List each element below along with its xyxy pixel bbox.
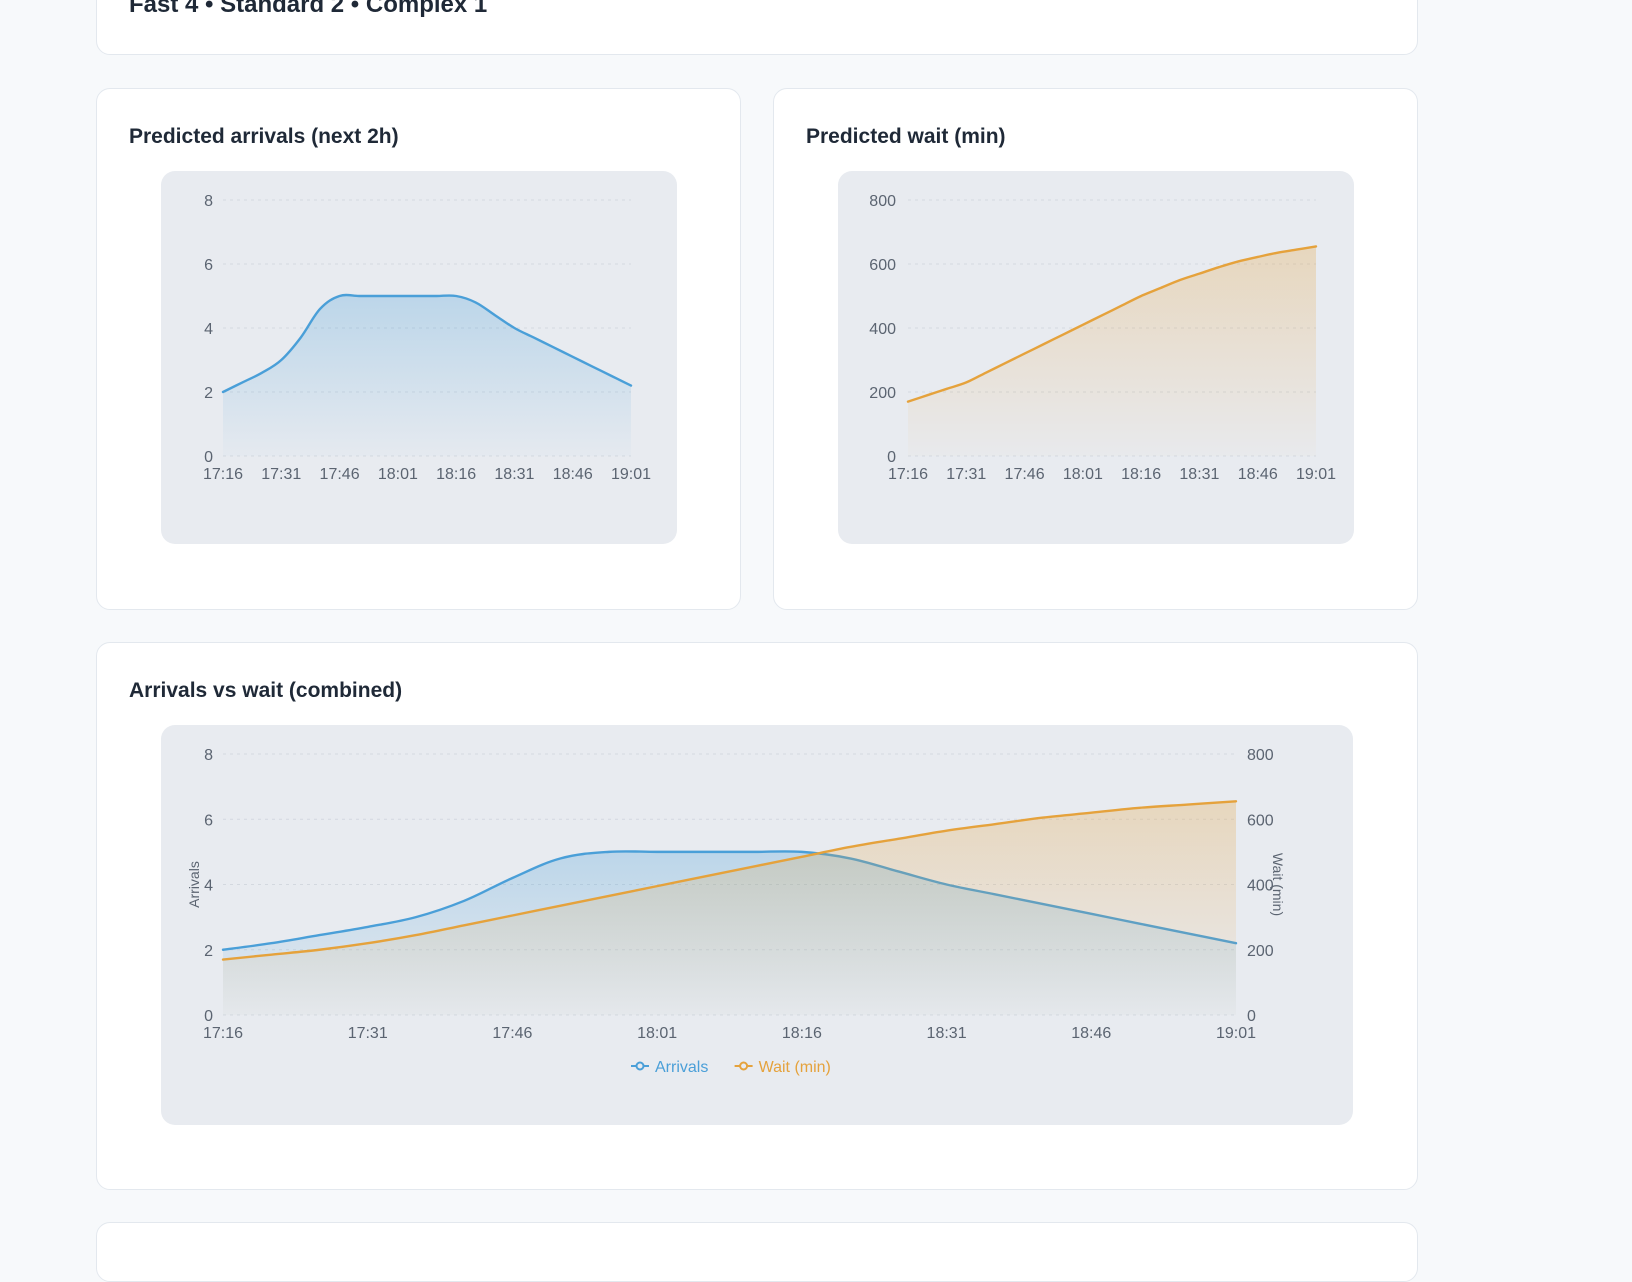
x-tick-label: 18:16 (1121, 466, 1161, 483)
x-tick-label: 18:46 (1238, 466, 1278, 483)
series-area-wait (908, 246, 1316, 456)
x-tick-label: 19:01 (1216, 1025, 1256, 1042)
y-tick-label: 200 (869, 385, 896, 402)
y2-tick-label: 600 (1247, 812, 1274, 829)
series-line-wait (906, 245, 1318, 403)
y-tick-label: 6 (204, 812, 213, 829)
x-tick-label: 17:46 (1005, 466, 1045, 483)
x-tick-label: 17:46 (320, 466, 360, 483)
x-tick-label: 17:16 (888, 466, 928, 483)
x-tick-label: 17:31 (946, 466, 986, 483)
series-line-arrivals (221, 293, 633, 394)
x-tick-label: 17:16 (203, 1025, 243, 1042)
wait-chart-title: Predicted wait (min) (806, 125, 1006, 148)
x-tick-label: 18:16 (782, 1025, 822, 1042)
y-tick-label: 0 (887, 449, 896, 466)
x-tick-label: 17:46 (492, 1025, 532, 1042)
arrivals-chart-card: Predicted arrivals (next 2h) 0 2 4 6 8 17:16 1… (96, 88, 741, 610)
queue-mix-summary: Fast 4 • Standard 2 • Complex 1 (129, 0, 488, 18)
x-tick-label: 18:31 (1179, 466, 1219, 483)
x-tick-label: 18:46 (1071, 1025, 1111, 1042)
next-card (96, 1222, 1418, 1282)
combined-chart-card: Arrivals vs wait (combined) 0 2 4 6 8 0 200 400… (96, 642, 1418, 1190)
y2-tick-label: 0 (1247, 1008, 1256, 1025)
y-tick-label: 6 (204, 257, 213, 274)
y-tick-label: 4 (204, 321, 213, 338)
summary-card: Fast 4 • Standard 2 • Complex 1 (96, 0, 1418, 55)
y-tick-label: 2 (204, 943, 213, 960)
combined-chart: 0 2 4 6 8 0 200 400 600 800 17:16 17:31 17:46 18:01 18… (186, 747, 1286, 1076)
arrivals-chart: 0 2 4 6 8 17:16 17:31 17:46 18:01 18:16 18:31 18:46… (203, 193, 651, 483)
series-area-wait-min (223, 801, 1236, 1015)
series-area-arrivals (223, 294, 631, 456)
wait-chart-card: Predicted wait (min) 0 200 400 600 800 17:16 1… (773, 88, 1418, 610)
y2-tick-label: 200 (1247, 943, 1274, 960)
y2-tick-label: 800 (1247, 747, 1274, 764)
arrivals-chart-panel: 0 2 4 6 8 17:16 17:31 17:46 18:01 18:16 18:31 18:46… (161, 171, 677, 544)
legend-label: Arrivals (655, 1059, 708, 1076)
y-tick-label: 0 (204, 1008, 213, 1025)
y-tick-label: 400 (869, 321, 896, 338)
wait-chart: 0 200 400 600 800 17:16 17:31 17:46 18:01 18:16 18… (869, 193, 1336, 483)
y-tick-label: 4 (204, 878, 213, 895)
y-tick-label: 8 (204, 747, 213, 764)
x-tick-label: 18:31 (494, 466, 534, 483)
y2-axis-title: Wait (min) (1270, 853, 1286, 916)
legend-label: Wait (min) (759, 1059, 831, 1076)
legend-item-wait-min[interactable]: Wait (min) (734, 1059, 831, 1076)
x-tick-label: 18:31 (927, 1025, 967, 1042)
y-tick-label: 8 (204, 193, 213, 210)
y-tick-label: 800 (869, 193, 896, 210)
y-tick-label: 0 (204, 449, 213, 466)
x-tick-label: 17:31 (261, 466, 301, 483)
x-tick-label: 19:01 (1296, 466, 1336, 483)
y2-tick-label: 400 (1247, 878, 1274, 895)
wait-chart-panel: 0 200 400 600 800 17:16 17:31 17:46 18:01 18:16 18… (838, 171, 1354, 544)
x-tick-label: 18:01 (1063, 466, 1103, 483)
x-tick-label: 18:46 (553, 466, 593, 483)
series-line-wait-min (221, 800, 1238, 961)
y-tick-label: 600 (869, 257, 896, 274)
x-tick-label: 18:16 (436, 466, 476, 483)
x-tick-label: 19:01 (611, 466, 651, 483)
x-tick-label: 18:01 (637, 1025, 677, 1042)
legend-item-arrivals[interactable]: Arrivals (631, 1059, 708, 1076)
x-tick-label: 17:31 (348, 1025, 388, 1042)
y-axis-title: Arrivals (186, 861, 202, 908)
arrivals-chart-title: Predicted arrivals (next 2h) (129, 125, 399, 148)
y-tick-label: 2 (204, 385, 213, 402)
combined-chart-panel: 0 2 4 6 8 0 200 400 600 800 17:16 17:31 17:46 18:01 18… (161, 725, 1353, 1125)
x-tick-label: 17:16 (203, 466, 243, 483)
x-tick-label: 18:01 (378, 466, 418, 483)
combined-chart-title: Arrivals vs wait (combined) (129, 679, 403, 702)
